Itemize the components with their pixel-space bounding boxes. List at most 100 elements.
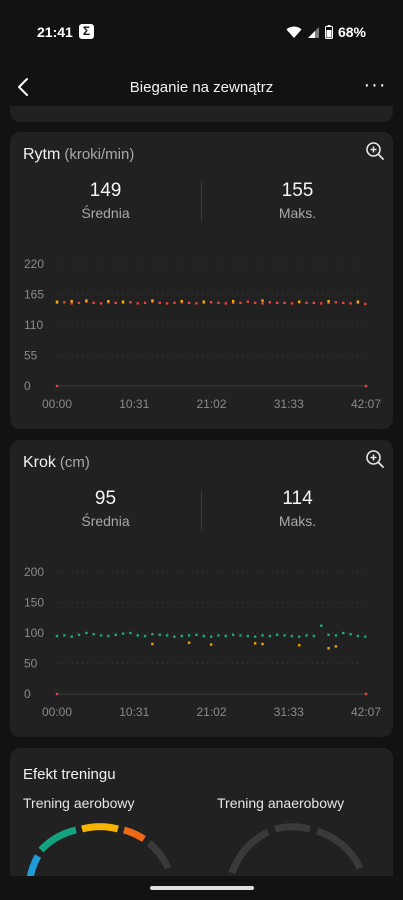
data-point <box>99 302 103 305</box>
data-point <box>327 299 330 303</box>
data-point <box>327 301 330 305</box>
wifi-icon <box>286 26 302 38</box>
x-tick-label: 00:00 <box>42 397 72 411</box>
data-point <box>261 634 264 637</box>
max-stat: 114 Maks. <box>202 488 393 529</box>
data-point <box>77 301 81 305</box>
data-point <box>239 634 242 637</box>
average-label: Średnia <box>81 205 130 221</box>
data-point <box>70 302 73 305</box>
data-point <box>261 299 264 302</box>
anaerobic-gauge <box>228 823 364 875</box>
data-point <box>114 633 117 637</box>
data-point <box>143 301 147 305</box>
data-point <box>121 300 125 303</box>
data-point <box>92 633 95 636</box>
stat-divider <box>201 490 202 530</box>
data-point <box>275 301 279 305</box>
data-point <box>85 631 88 635</box>
data-point <box>290 302 294 305</box>
data-point <box>165 302 169 305</box>
anaerobic-label: Trening anaerobowy <box>217 795 345 811</box>
data-point <box>261 302 264 305</box>
average-stat: 149 Średnia <box>10 180 201 221</box>
data-point <box>334 634 338 637</box>
data-point <box>231 299 235 303</box>
data-point <box>107 634 110 638</box>
data-point <box>356 300 360 303</box>
zoom-button[interactable] <box>365 449 385 469</box>
cellular-signal-icon <box>307 26 319 38</box>
chevron-left-icon <box>18 78 28 96</box>
data-point <box>202 634 205 638</box>
x-tick-label: 31:33 <box>274 705 304 719</box>
data-point <box>158 301 161 305</box>
aerobic-gauge <box>26 823 172 879</box>
data-point <box>195 633 198 637</box>
data-point <box>121 632 125 635</box>
stride-scatter-plot: 0 50 100 150 200 00:00 10:31 21:02 31:33 42:07 <box>24 565 381 719</box>
max-value: 114 <box>282 488 313 509</box>
cadence-card: Rytm (kroki/min) 149 Średnia 155 Maks. 0 5… <box>10 132 393 429</box>
y-tick-label: 50 <box>24 657 38 671</box>
baseline-point <box>55 384 59 388</box>
back-button[interactable] <box>12 72 40 102</box>
data-point <box>55 634 59 638</box>
data-point <box>209 301 213 304</box>
data-point <box>334 645 338 648</box>
max-label: Maks. <box>278 513 317 529</box>
data-point <box>151 642 154 646</box>
y-tick-label: 165 <box>24 288 44 302</box>
data-point <box>298 300 301 303</box>
gesture-handle[interactable] <box>150 886 254 890</box>
max-label: Maks. <box>278 205 317 221</box>
data-point <box>217 634 220 637</box>
data-point <box>239 301 242 305</box>
average-value: 149 <box>89 180 122 201</box>
card-unit: (cm) <box>59 454 90 471</box>
x-tick-label: 00:00 <box>42 705 72 719</box>
cadence-scatter-plot: 0 55 110 165 220 00:00 10:31 21:02 31:33 42:07 <box>24 257 381 411</box>
data-point <box>151 299 154 302</box>
card-title: Krok <box>23 454 56 471</box>
data-point <box>136 634 139 637</box>
training-effect-card: Efekt treningu Trening aerobowy Trening … <box>10 748 393 888</box>
data-point <box>85 299 88 302</box>
data-point <box>312 634 316 638</box>
data-point <box>224 634 228 638</box>
data-point <box>209 635 213 638</box>
data-point <box>129 301 132 304</box>
data-point <box>70 635 73 638</box>
data-point <box>342 301 345 305</box>
status-bar: 21:41 Σ 68% <box>0 0 403 64</box>
stat-divider <box>201 182 202 222</box>
data-point <box>70 299 73 303</box>
data-point <box>246 300 250 303</box>
data-point <box>298 644 301 647</box>
data-point <box>305 634 308 637</box>
data-point <box>342 631 345 635</box>
data-point <box>151 633 154 636</box>
page-title: Bieganie na zewnątrz <box>129 79 274 96</box>
data-point <box>202 300 205 303</box>
more-options-button[interactable]: ··· <box>363 74 387 96</box>
zoom-button[interactable] <box>365 141 385 161</box>
battery-percent: 68% <box>337 24 366 40</box>
data-point <box>217 301 220 305</box>
data-point <box>246 634 250 638</box>
aerobic-label: Trening aerobowy <box>23 795 135 811</box>
data-point <box>195 302 198 305</box>
y-tick-label: 100 <box>24 626 44 640</box>
data-point <box>364 302 367 306</box>
data-point <box>92 301 95 305</box>
data-point <box>114 301 117 305</box>
data-point <box>298 635 301 638</box>
data-point <box>187 641 191 644</box>
app-bar: Bieganie na zewnątrz ··· <box>0 64 403 112</box>
data-point <box>305 301 308 305</box>
data-point <box>364 635 367 638</box>
max-stat: 155 Maks. <box>202 180 393 221</box>
y-tick-label: 220 <box>24 257 44 271</box>
baseline-point <box>364 692 368 696</box>
data-point <box>327 647 330 650</box>
